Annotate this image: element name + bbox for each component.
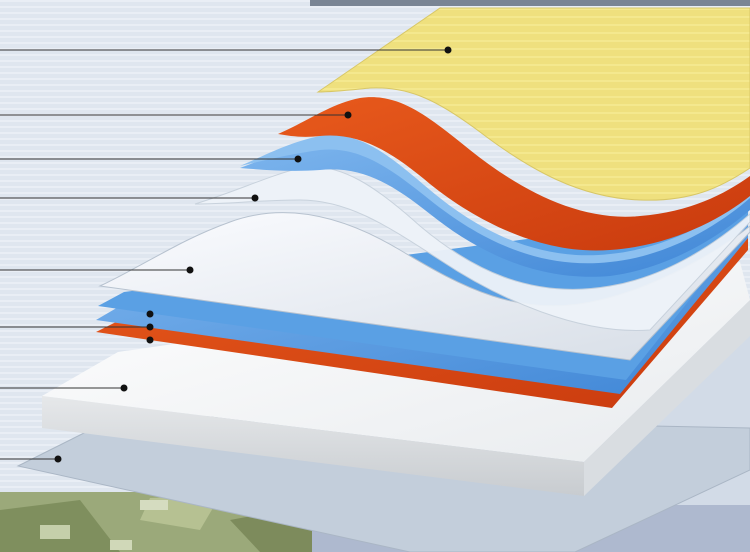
leader-dot-6a (146, 310, 154, 318)
leader-dot-8 (54, 455, 62, 463)
top-coating (316, 7, 750, 201)
leader-dot-1 (444, 46, 452, 54)
leader-dot-6c (146, 336, 154, 344)
orange-layer-upper (278, 97, 750, 251)
blue-layer-upper (240, 139, 750, 277)
leader-dot-2 (344, 111, 352, 119)
clear-film (194, 166, 750, 331)
leader-lines (0, 46, 452, 463)
leader-dot-7 (120, 384, 128, 392)
blue-layer-upper-top (240, 135, 750, 264)
leader-dot-4 (251, 194, 259, 202)
leader-dot-5 (186, 266, 194, 274)
top-strip-shadow (310, 0, 750, 6)
leader-dot-3 (294, 155, 302, 163)
leader-dot-6b (146, 323, 154, 331)
